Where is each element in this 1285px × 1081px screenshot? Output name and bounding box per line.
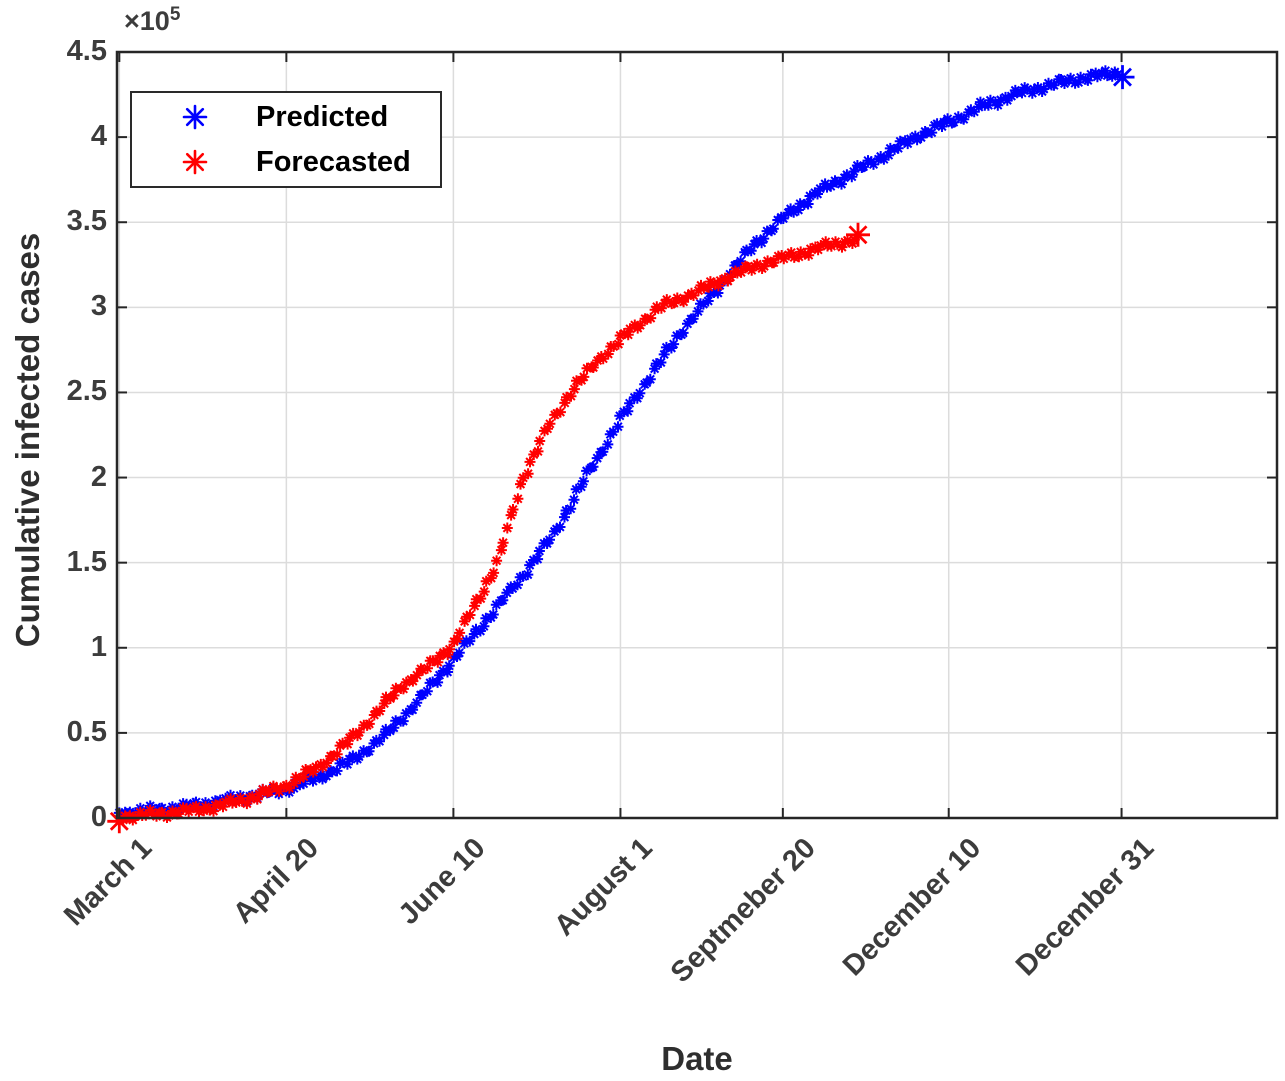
y-tick-label: 0 [90,800,107,833]
exponent-base: ×10 [124,6,170,36]
y-tick-label: 1.5 [66,545,107,578]
y-tick-label: 3 [90,290,107,323]
legend-item-forecasted: Forecasted [178,140,440,185]
y-tick-label: 4 [90,119,107,152]
y-tick-label: 0.5 [66,715,107,748]
y-tick-label: 4.5 [66,34,107,67]
legend-item-predicted: Predicted [178,95,440,140]
legend: Predicted Forecasted [130,91,442,188]
x-axis-label: Date [661,1040,733,1077]
asterisk-marker-icon [182,149,208,175]
y-axis-exponent-label: ×105 [124,4,180,37]
legend-item-label: Forecasted [256,145,411,178]
y-tick-label: 2 [90,460,107,493]
y-axis-label: Cumulative infected cases [9,232,46,648]
y-tick-label: 3.5 [66,205,107,238]
legend-item-label: Predicted [256,100,389,133]
y-tick-label: 1 [90,630,107,663]
y-tick-label: 2.5 [66,375,107,408]
asterisk-marker-icon [182,104,208,130]
exponent-power: 5 [169,4,181,25]
